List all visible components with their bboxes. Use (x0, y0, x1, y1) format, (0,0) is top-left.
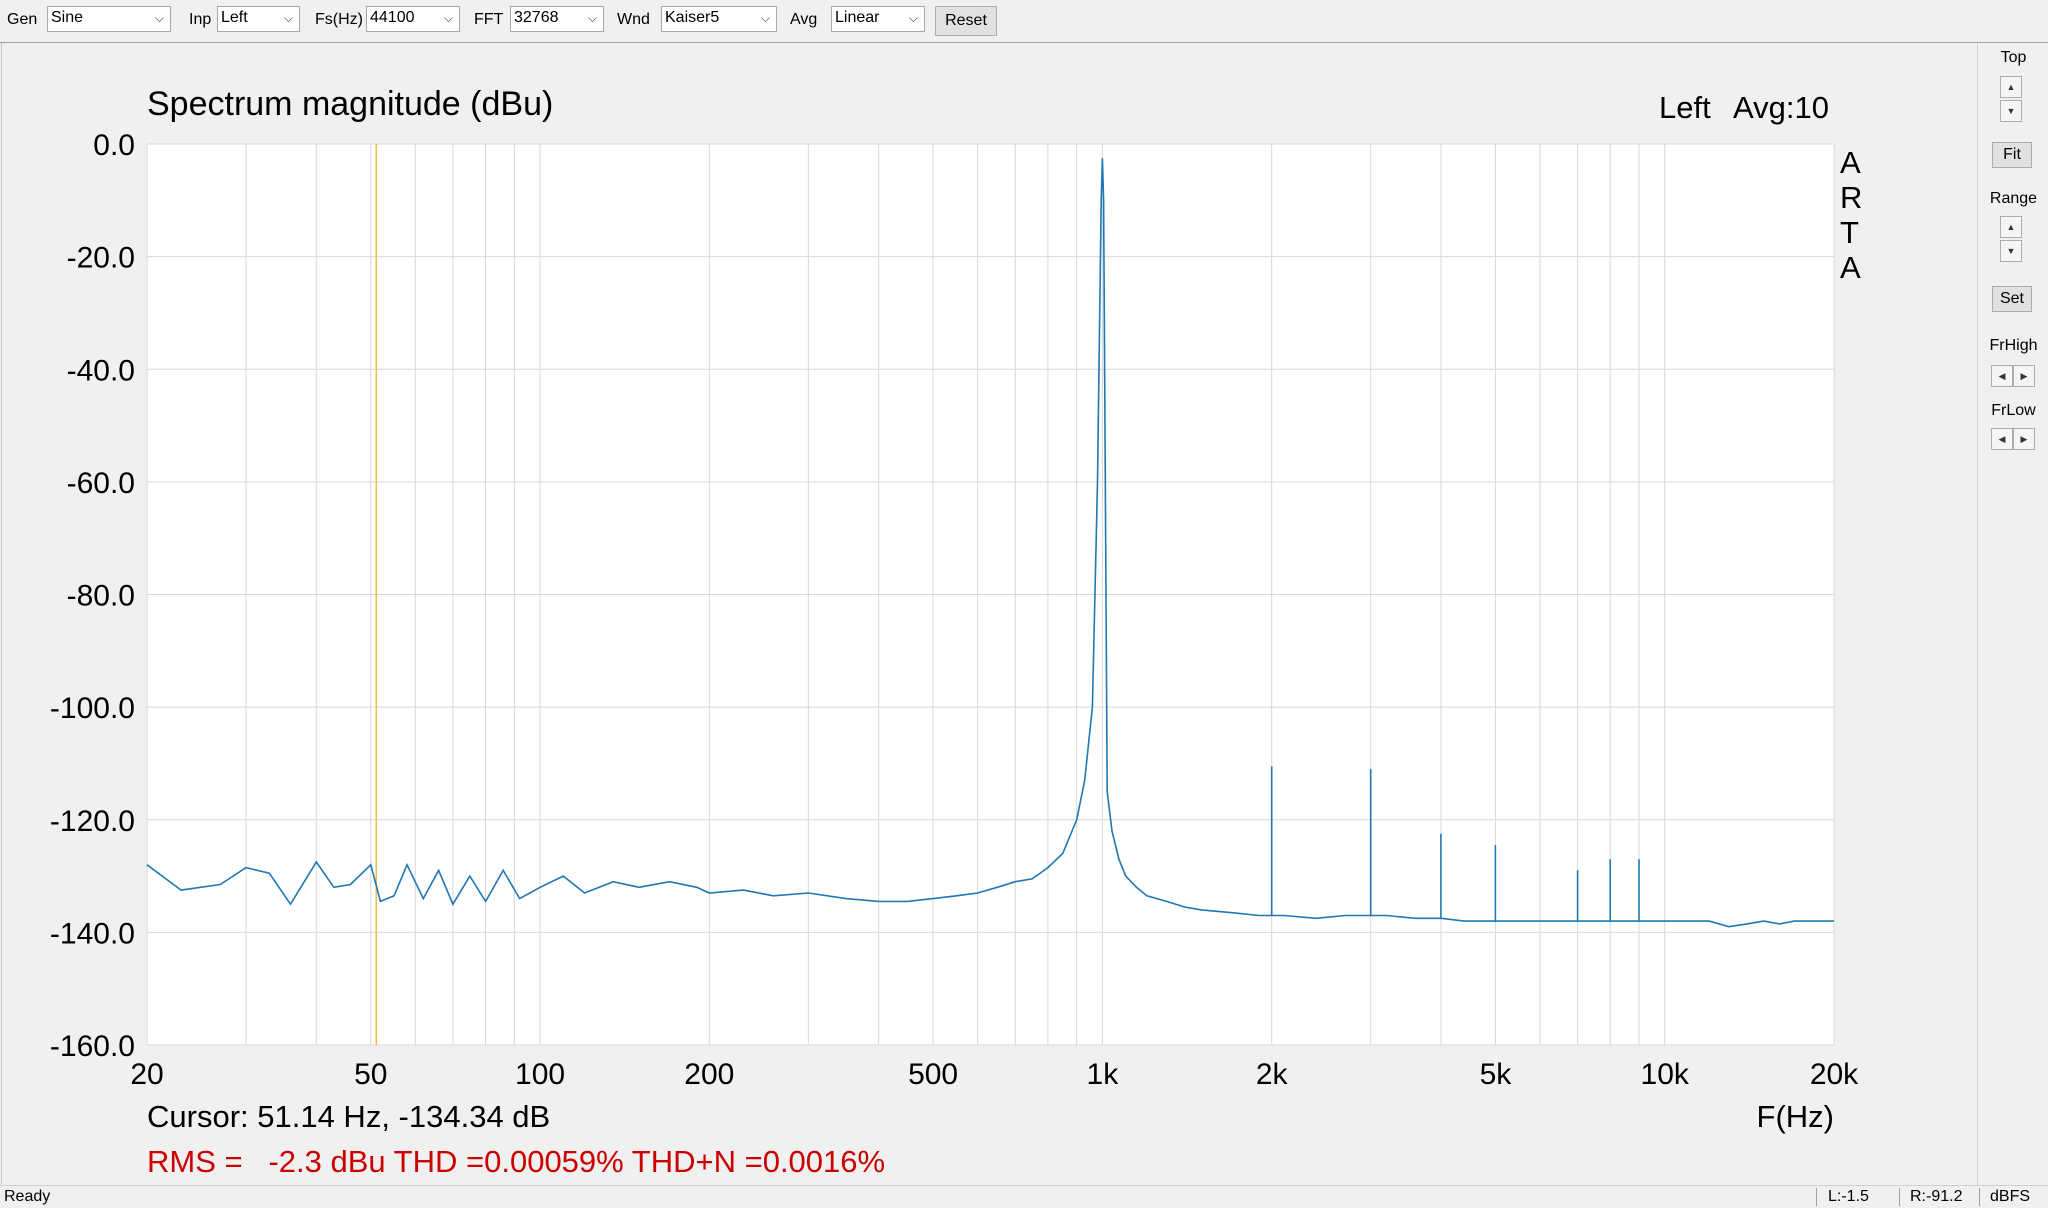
x-tick-label: 200 (684, 1058, 734, 1091)
spectrum-chart[interactable]: 0.0 -20.0 -40.0 -60.0 -80.0 -100.0 -120.0 -140.… (2, 43, 1977, 1185)
gen-select-value: Sine (51, 9, 84, 26)
chevron-down-icon: ⌵ (283, 11, 293, 25)
x-tick-label: 100 (515, 1058, 565, 1091)
y-tick-label: -60.0 (67, 467, 135, 500)
range-label: Range (1989, 190, 2038, 207)
wnd-label: Wnd (617, 11, 650, 28)
spectrum-plot-area[interactable]: 0.0 -20.0 -40.0 -60.0 -80.0 -100.0 -120.0 -140.… (1, 43, 1977, 1185)
right-level-readout: R:-91.2 (1910, 1188, 1963, 1205)
status-bar: Ready L:-1.5 R:-91.2 dBFS (0, 1185, 2048, 1208)
status-divider (1816, 1188, 1817, 1206)
arrow-right-icon: ▶ (2020, 371, 2028, 381)
y-tick-label: -100.0 (50, 692, 135, 725)
logo-letter-a1: A (1840, 145, 1861, 180)
range-down-button[interactable]: ▼ (2000, 240, 2022, 262)
right-control-panel: Top ▲ ▼ Fit Range ▲ ▼ Set FrHigh ◀ ▶ FrL… (1977, 43, 2048, 1185)
chevron-down-icon: ⌵ (443, 11, 453, 25)
fs-select-value: 44100 (370, 9, 415, 26)
cursor-readout: Cursor: 51.14 Hz, -134.34 dB (147, 1099, 550, 1134)
gen-label: Gen (7, 11, 38, 28)
range-up-button[interactable]: ▲ (2000, 216, 2022, 238)
fft-label: FFT (474, 11, 504, 28)
axis-ticks: 0.0 -20.0 -40.0 -60.0 -80.0 -100.0 -120.0 -140.… (50, 129, 1859, 1091)
chevron-down-icon: ⌵ (908, 11, 918, 25)
logo-letter-r: R (1840, 180, 1862, 215)
logo-letter-t: T (1840, 215, 1859, 250)
chevron-down-icon: ⌵ (154, 11, 164, 25)
arrow-left-icon: ◀ (1998, 371, 2006, 381)
frhigh-left-button[interactable]: ◀ (1991, 365, 2013, 387)
wnd-select-value: Kaiser5 (665, 9, 720, 26)
x-tick-label: 5k (1480, 1058, 1513, 1091)
arrow-up-icon: ▲ (2006, 82, 2016, 92)
arrow-right-icon: ▶ (2020, 434, 2028, 444)
frlow-label: FrLow (1991, 402, 2036, 419)
arrow-down-icon: ▼ (2006, 246, 2016, 256)
avg-select[interactable]: Linear ⌵ (831, 6, 925, 32)
fft-select-value: 32768 (514, 9, 559, 26)
wnd-select[interactable]: Kaiser5 ⌵ (661, 6, 777, 32)
avg-select-value: Linear (835, 9, 880, 26)
y-tick-label: -120.0 (50, 805, 135, 838)
x-axis-label: F(Hz) (1757, 1099, 1834, 1134)
frlow-left-button[interactable]: ◀ (1991, 428, 2013, 450)
y-tick-label: -40.0 (67, 354, 135, 387)
arrow-up-icon: ▲ (2006, 222, 2016, 232)
y-tick-label: -20.0 (67, 242, 135, 275)
reset-button[interactable]: Reset (935, 6, 997, 36)
inp-label: Inp (189, 11, 212, 28)
fft-select[interactable]: 32768 ⌵ (510, 6, 604, 32)
thd-measurement-readout: RMS = -2.3 dBu THD =0.00059% THD+N =0.00… (147, 1144, 885, 1179)
x-tick-label: 10k (1641, 1058, 1690, 1091)
chart-title: Spectrum magnitude (dBu) (147, 85, 553, 123)
y-tick-label: -80.0 (67, 580, 135, 613)
x-tick-label: 1k (1087, 1058, 1120, 1091)
frlow-right-button[interactable]: ▶ (2013, 428, 2035, 450)
status-divider (1979, 1188, 1980, 1206)
x-tick-label: 2k (1256, 1058, 1289, 1091)
fs-label: Fs(Hz) (315, 11, 363, 28)
y-tick-label: -140.0 (50, 917, 135, 950)
set-button[interactable]: Set (1992, 286, 2032, 312)
chevron-down-icon: ⌵ (760, 11, 770, 25)
y-tick-label: 0.0 (93, 129, 135, 162)
fs-select[interactable]: 44100 ⌵ (366, 6, 460, 32)
frhigh-label: FrHigh (1989, 337, 2038, 354)
frhigh-right-button[interactable]: ▶ (2013, 365, 2035, 387)
top-label: Top (2000, 49, 2027, 66)
x-tick-label: 20 (130, 1058, 163, 1091)
top-down-button[interactable]: ▼ (2000, 100, 2022, 122)
y-tick-label: -160.0 (50, 1030, 135, 1063)
x-tick-label: 20k (1810, 1058, 1859, 1091)
avg-label: Avg (790, 11, 818, 28)
gen-select[interactable]: Sine ⌵ (47, 6, 171, 32)
top-up-button[interactable]: ▲ (2000, 76, 2022, 98)
series-line-spectrum (146, 158, 1834, 928)
channel-label: Left (1659, 90, 1711, 125)
status-text: Ready (4, 1188, 51, 1205)
status-divider (1899, 1188, 1900, 1206)
x-tick-label: 50 (354, 1058, 387, 1091)
fit-button[interactable]: Fit (1992, 142, 2032, 168)
left-level-readout: L:-1.5 (1828, 1188, 1869, 1205)
arrow-left-icon: ◀ (1998, 434, 2006, 444)
logo-letter-a2: A (1840, 250, 1861, 285)
chevron-down-icon: ⌵ (587, 11, 597, 25)
avg-count-label: Avg:10 (1733, 90, 1829, 125)
toolbar: Gen Sine ⌵ Inp Left ⌵ Fs(Hz) 44100 ⌵ FFT… (0, 0, 2048, 43)
x-tick-label: 500 (908, 1058, 958, 1091)
inp-select[interactable]: Left ⌵ (217, 6, 300, 32)
arrow-down-icon: ▼ (2006, 106, 2016, 116)
level-unit-label: dBFS (1990, 1188, 2031, 1205)
inp-select-value: Left (221, 9, 248, 26)
